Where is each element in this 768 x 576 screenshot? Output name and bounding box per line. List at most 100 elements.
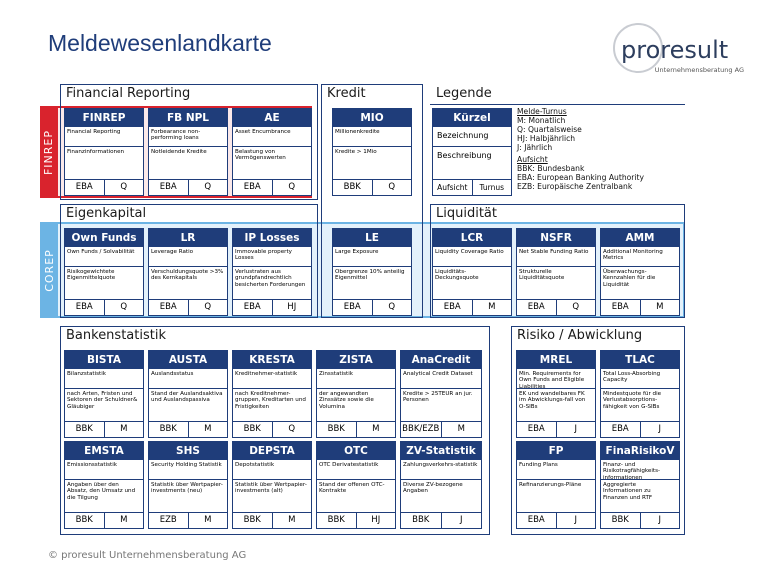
card: ZV-Statistik Zahlungsverkehrs-statistik Di… bbox=[400, 441, 482, 529]
card: MREL Min. Requirements for Own Funds and … bbox=[516, 350, 596, 438]
card-authority: BBK bbox=[65, 513, 105, 528]
card-title: NSFR bbox=[517, 229, 595, 247]
card-footer: EBA J bbox=[601, 421, 679, 437]
card-detail: Verlustraten aus grundpfandrechtlich bes… bbox=[235, 269, 306, 288]
card-description: Funding Plans bbox=[517, 460, 595, 480]
section bbox=[430, 204, 685, 318]
card: LCR Liquidity Coverage Ratio Liquiditäts-D… bbox=[432, 228, 512, 316]
card: KRESTA Kreditnehmer-statistik nach Kreditn… bbox=[232, 350, 312, 438]
card-authority: BBK bbox=[149, 422, 189, 437]
card-footer: BBK J bbox=[401, 512, 481, 528]
card-description: Min. Requirements for Own Funds and Elig… bbox=[517, 369, 595, 389]
card-frequency: Q bbox=[120, 182, 128, 192]
card-description: Bezeichnung bbox=[433, 127, 511, 147]
card-authority: EBA bbox=[65, 180, 105, 195]
card-footer: BBK/EZB M bbox=[401, 421, 481, 437]
card: EMSTA Emissionsstatistik Angaben über den … bbox=[64, 441, 144, 529]
card-description: Kreditnehmer-statistik bbox=[233, 369, 311, 389]
band-label-strip: COREP bbox=[40, 222, 58, 318]
card-description: OTC Derivatestatistik bbox=[317, 460, 395, 480]
card-detail: Risikogewichtete Eigenmittelquote bbox=[67, 269, 116, 282]
card-frequency: M bbox=[656, 302, 664, 312]
card-detail: Refinanzierungs-Pläne bbox=[519, 482, 582, 488]
card: DEPSTA Depotstatistik Statistik über Wertp… bbox=[232, 441, 312, 529]
section-title: Eigenkapital bbox=[66, 206, 147, 221]
card: AE Asset Encumbrance Belastung von Vermöge… bbox=[232, 108, 312, 196]
card: LE Large Exposure Obergrenze 10% anteilig … bbox=[332, 228, 412, 316]
section bbox=[60, 204, 318, 318]
card-frequency: Q bbox=[204, 302, 212, 312]
page-title: Meldewesenlandkarte bbox=[48, 30, 272, 56]
card-footer: BBK M bbox=[65, 421, 143, 437]
card-frequency: J bbox=[574, 515, 577, 525]
card-frequency: J bbox=[658, 424, 661, 434]
legend-item: Q: Quartalsweise bbox=[517, 125, 582, 134]
card: OTC OTC Derivatestatistik Stand der offene… bbox=[316, 441, 396, 529]
card-description: Auslandsstatus bbox=[149, 369, 227, 389]
card-title: AnaCredit bbox=[401, 351, 481, 369]
card-footer: BBK M bbox=[317, 421, 395, 437]
card-title: LE bbox=[333, 229, 411, 247]
band-label: COREP bbox=[42, 248, 56, 292]
card: AUSTA Auslandsstatus Stand der Auslandsakt… bbox=[148, 350, 228, 438]
card-frequency: M bbox=[204, 424, 212, 434]
card-footer: EBA HJ bbox=[233, 299, 311, 315]
card-frequency: J bbox=[574, 424, 577, 434]
card: FINREP Financial Reporting Finanzinformati… bbox=[64, 108, 144, 196]
card-description: Zahlungsverkehrs-statistik bbox=[401, 460, 481, 480]
legend-item: EBA: European Banking Authority bbox=[517, 173, 645, 182]
card-description: Financial Reporting bbox=[65, 127, 143, 147]
card-description: Bilanzstatistik bbox=[65, 369, 143, 389]
card: FP Funding Plans Refinanzierungs-Pläne EBA J bbox=[516, 441, 596, 529]
card-description: Immovable property Losses bbox=[233, 247, 311, 267]
card-description: Zinsstatistik bbox=[317, 369, 395, 389]
card-authority: BBK/EZB bbox=[401, 422, 442, 437]
card: Own Funds Own Funds / Solvabilität Risikog… bbox=[64, 228, 144, 316]
section bbox=[430, 104, 685, 200]
card: IP Losses Immovable property Losses Verlus… bbox=[232, 228, 312, 316]
card-title: AMM bbox=[601, 229, 679, 247]
card-authority: BBK bbox=[317, 422, 357, 437]
card-title: Kürzel bbox=[433, 109, 511, 127]
card-frequency: Q bbox=[120, 302, 128, 312]
card: SHS Security Holding Statistik Statistik ü… bbox=[148, 441, 228, 529]
card-detail: der angewandten Zinssätze sowie die Volu… bbox=[319, 391, 374, 410]
card-title: IP Losses bbox=[233, 229, 311, 247]
card-footer: BBK M bbox=[233, 512, 311, 528]
card-footer: EBA J bbox=[517, 512, 595, 528]
card-footer: EBA M bbox=[433, 299, 511, 315]
legend-item: HJ: Halbjährlich bbox=[517, 134, 576, 143]
card-title: TLAC bbox=[601, 351, 679, 369]
card-title: AUSTA bbox=[149, 351, 227, 369]
card-detail: Verschuldungsquote >3% des Kernkapitals bbox=[151, 269, 224, 282]
card-authority: EBA bbox=[149, 300, 189, 315]
card-frequency: M bbox=[457, 424, 465, 434]
card-frequency: M bbox=[488, 302, 496, 312]
card-detail: Diverse ZV-bezogene Angaben bbox=[403, 482, 463, 495]
card-description: Large Exposure bbox=[333, 247, 411, 267]
legend-heading: Melde-Turnus bbox=[517, 107, 567, 116]
card-description: Total Loss-Absorbing Capacity bbox=[601, 369, 679, 389]
card: ZISTA Zinsstatistik der angewandten Zinssä… bbox=[316, 350, 396, 438]
card-detail: Strukturelle Liquiditätsquote bbox=[519, 269, 565, 282]
card-authority: EBA bbox=[433, 300, 473, 315]
card-detail: Kredite > 25TEUR an jur. Personen bbox=[403, 391, 473, 404]
card-title: OTC bbox=[317, 442, 395, 460]
card: LR Leverage Ratio Verschuldungsquote >3% d… bbox=[148, 228, 228, 316]
card-title: EMSTA bbox=[65, 442, 143, 460]
card-authority: Aufsicht bbox=[433, 180, 473, 195]
section-title: Liquidität bbox=[436, 206, 497, 221]
card-title: SHS bbox=[149, 442, 227, 460]
card-footer: EBA M bbox=[601, 299, 679, 315]
logo-graphic: proresult Unternehmensberatung AG bbox=[613, 23, 744, 74]
card-title: DEPSTA bbox=[233, 442, 311, 460]
card-footer: BBK HJ bbox=[317, 512, 395, 528]
section-title: Bankenstatistik bbox=[66, 328, 166, 343]
section bbox=[60, 84, 318, 200]
card-detail: EK und wandelbares FK im Abwicklungs-fal… bbox=[519, 391, 586, 410]
section-title: Legende bbox=[436, 86, 492, 101]
card-title: ZV-Statistik bbox=[401, 442, 481, 460]
section bbox=[60, 326, 490, 535]
card-footer: EBA Q bbox=[517, 299, 595, 315]
card-description: Net Stable Funding Ratio bbox=[517, 247, 595, 267]
